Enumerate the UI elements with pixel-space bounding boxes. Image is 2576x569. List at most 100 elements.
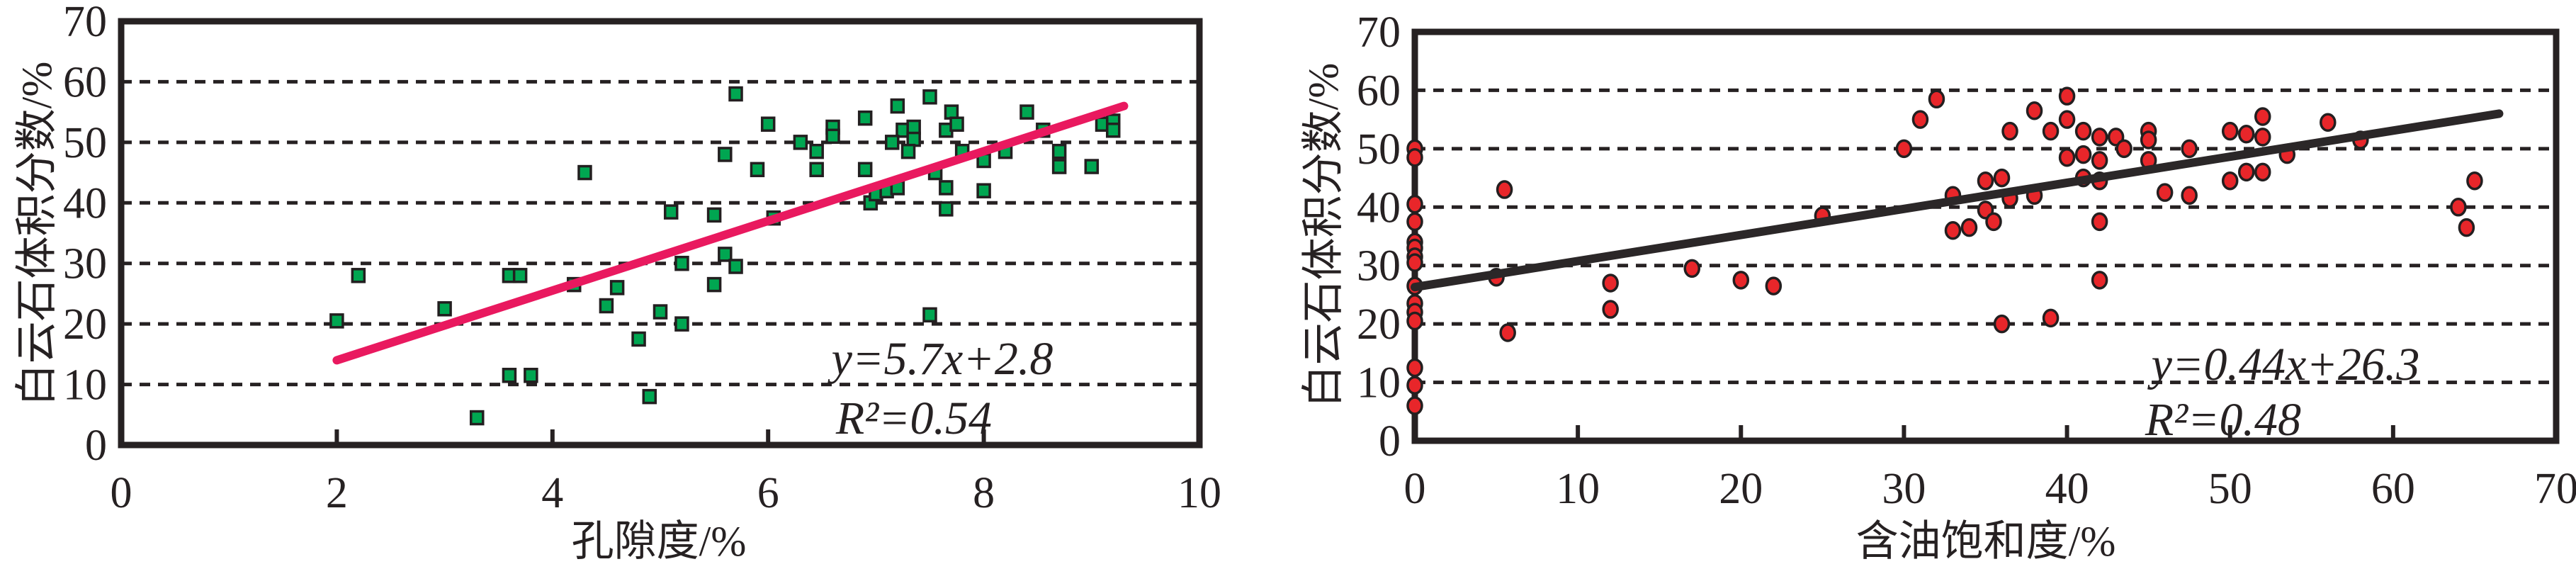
data-point [809, 143, 824, 159]
data-point [900, 143, 916, 159]
data-point [706, 207, 722, 223]
data-point [2091, 212, 2108, 232]
data-point [1496, 180, 1513, 199]
data-point [2074, 145, 2092, 164]
data-point [351, 268, 366, 283]
data-point [750, 162, 765, 178]
data-point [599, 298, 614, 314]
plot-frame [118, 18, 1203, 449]
data-point [2058, 110, 2076, 129]
data-point [2320, 113, 2337, 133]
right-x-axis-title: 含油饱和度/% [1856, 518, 2116, 565]
data-point [2458, 218, 2475, 237]
y-tick-label: 0 [85, 422, 107, 470]
data-point [577, 164, 592, 181]
data-point [1911, 110, 1929, 129]
data-point [524, 368, 538, 383]
data-point [906, 119, 921, 135]
data-point [329, 313, 344, 329]
y-tick-label: 20 [63, 300, 107, 349]
right-y-axis-title: 白云石体积分数/% [1300, 63, 1347, 408]
data-point [674, 255, 689, 271]
data-point [939, 180, 954, 196]
y-tick-label: 70 [1357, 9, 1401, 57]
data-point [1084, 159, 1100, 174]
x-tick-label: 30 [1882, 465, 1926, 513]
data-point [857, 110, 873, 126]
data-point [1928, 89, 1945, 109]
data-point [1406, 147, 1423, 167]
data-point [1406, 358, 1423, 378]
y-tick-label: 30 [63, 240, 107, 288]
x-tick-label: 20 [1719, 465, 1763, 513]
y-tick-label: 0 [1379, 417, 1401, 466]
data-point [2450, 198, 2467, 217]
data-point [890, 98, 905, 114]
data-point [653, 304, 668, 320]
data-point [2042, 308, 2060, 328]
trend-line [332, 101, 1129, 365]
right-chart-canvas: 70 60 50 40 30 20 10 0 70 60 50 40 30 20 10 0 含油饱和度/% 白云… [1300, 9, 2576, 565]
x-tick-label: 70 [2534, 465, 2576, 513]
data-point [1993, 314, 2011, 334]
data-point [2026, 101, 2043, 120]
data-point [2254, 107, 2271, 126]
x-tick-label: 0 [111, 469, 132, 517]
data-point [1406, 194, 1423, 214]
y-tick-label: 20 [1357, 300, 1401, 349]
data-point [1960, 218, 1978, 237]
data-point [1051, 143, 1067, 159]
y-tick-label: 10 [63, 361, 107, 410]
left-equation-label: y=5.7x+2.8 [827, 333, 1053, 385]
data-point [1985, 212, 2002, 232]
data-point [2140, 130, 2157, 150]
data-point [922, 307, 937, 323]
data-point [1406, 311, 1423, 331]
data-point [2058, 86, 2076, 106]
data-point [906, 131, 921, 147]
data-point [1051, 159, 1067, 174]
data-point [2181, 186, 2198, 205]
data-point [2181, 139, 2198, 159]
data-point [706, 276, 722, 293]
data-point [663, 204, 679, 220]
data-point [2237, 162, 2255, 182]
data-point [825, 128, 840, 145]
data-point [2254, 162, 2271, 182]
left-y-axis-title: 白云石体积分数/% [13, 62, 60, 407]
left-chart: 70 60 50 40 30 20 10 0 10 8 6 4 2 0 孔隙度/% 白云石体积分数/% y=… [13, 0, 1221, 565]
data-point [1977, 171, 1994, 191]
data-point [2237, 125, 2255, 144]
right-r-squared-label: R²=0.48 [2145, 394, 2301, 446]
data-point [631, 331, 646, 347]
data-point [1602, 274, 1619, 293]
data-point [2221, 121, 2239, 141]
data-point [1406, 376, 1423, 395]
y-tick-label: 50 [63, 119, 107, 167]
data-point [2001, 121, 2018, 141]
data-point [857, 162, 873, 178]
x-tick-label: 60 [2371, 465, 2415, 513]
data-point [1602, 300, 1619, 319]
data-point [884, 135, 900, 150]
data-point [949, 116, 964, 132]
trend-line [1411, 109, 2504, 292]
left-x-axis-title: 孔隙度/% [572, 518, 747, 565]
data-point [1993, 168, 2011, 188]
data-point [1019, 104, 1034, 120]
x-tick-label: 8 [973, 469, 995, 517]
data-point [793, 135, 808, 150]
data-point [1944, 221, 1962, 240]
data-point [809, 162, 824, 178]
data-point [470, 410, 485, 426]
data-point [718, 147, 733, 162]
data-point [642, 388, 657, 405]
data-point [1499, 323, 1516, 342]
data-point [1406, 396, 1423, 415]
x-tick-label: 10 [1177, 469, 1221, 517]
data-point [760, 116, 776, 132]
data-point [2091, 271, 2108, 290]
data-point [2254, 128, 2271, 147]
